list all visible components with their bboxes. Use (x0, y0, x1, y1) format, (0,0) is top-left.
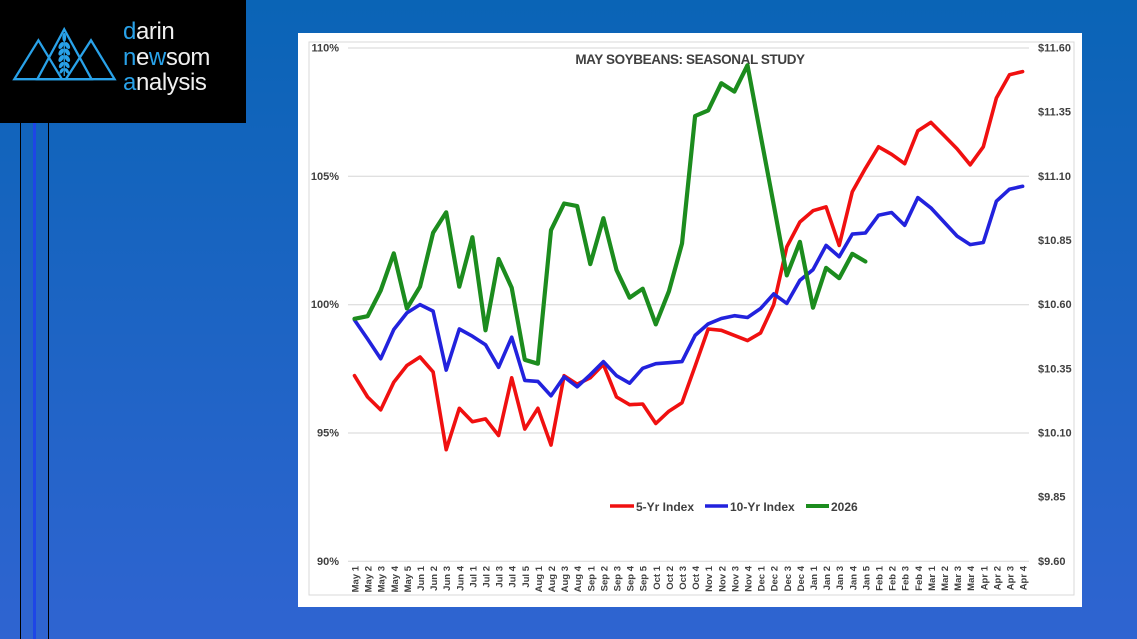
svg-text:$10.85: $10.85 (1038, 235, 1072, 247)
svg-text:May 4: May 4 (390, 565, 401, 592)
svg-text:Jun 1: Jun 1 (416, 565, 427, 591)
svg-text:Aug 1: Aug 1 (534, 565, 545, 592)
svg-text:May 2: May 2 (364, 566, 375, 592)
svg-text:105%: 105% (311, 171, 339, 183)
svg-text:Feb 2: Feb 2 (888, 566, 899, 591)
svg-text:$10.10: $10.10 (1038, 428, 1072, 440)
svg-text:Jun 3: Jun 3 (442, 566, 453, 591)
svg-text:Feb 1: Feb 1 (875, 565, 886, 591)
svg-text:Nov 3: Nov 3 (730, 566, 741, 592)
svg-text:Sep 4: Sep 4 (626, 565, 637, 591)
svg-text:Jul 2: Jul 2 (482, 566, 493, 588)
svg-text:MAY SOYBEANS: SEASONAL STUDY: MAY SOYBEANS: SEASONAL STUDY (575, 52, 805, 67)
svg-text:2026: 2026 (831, 500, 858, 514)
svg-text:Jan 2: Jan 2 (822, 566, 833, 590)
svg-text:Apr 4: Apr 4 (1019, 565, 1030, 590)
svg-text:$9.60: $9.60 (1038, 556, 1066, 568)
svg-text:Jan 1: Jan 1 (809, 565, 820, 590)
svg-text:May 1: May 1 (351, 565, 362, 592)
svg-text:$9.85: $9.85 (1038, 492, 1066, 504)
svg-text:Oct 2: Oct 2 (665, 566, 676, 590)
svg-text:Sep 1: Sep 1 (586, 565, 597, 591)
svg-text:Oct 3: Oct 3 (678, 566, 689, 590)
svg-text:Apr 1: Apr 1 (979, 565, 990, 590)
svg-text:$10.60: $10.60 (1038, 299, 1072, 311)
svg-text:$10.35: $10.35 (1038, 363, 1072, 375)
svg-text:Nov 4: Nov 4 (744, 565, 755, 592)
svg-text:Sep 2: Sep 2 (599, 566, 610, 591)
svg-text:Mar 1: Mar 1 (927, 565, 938, 591)
svg-text:$11.10: $11.10 (1038, 171, 1071, 183)
svg-text:Jul 5: Jul 5 (521, 565, 532, 587)
svg-text:110%: 110% (311, 43, 339, 55)
svg-text:10-Yr Index: 10-Yr Index (730, 500, 795, 514)
svg-text:Jan 5: Jan 5 (861, 565, 872, 590)
svg-text:Feb 3: Feb 3 (901, 566, 912, 591)
svg-text:Nov 1: Nov 1 (704, 565, 715, 592)
svg-text:Jul 4: Jul 4 (508, 565, 519, 587)
svg-text:Oct 4: Oct 4 (691, 565, 702, 589)
svg-text:Aug 4: Aug 4 (573, 565, 584, 592)
svg-text:$11.35: $11.35 (1038, 107, 1071, 119)
svg-text:5-Yr Index: 5-Yr Index (636, 500, 694, 514)
svg-text:Dec 1: Dec 1 (757, 565, 768, 591)
svg-text:100%: 100% (311, 299, 339, 311)
svg-text:Oct 1: Oct 1 (652, 565, 663, 589)
svg-text:Feb 4: Feb 4 (914, 565, 925, 591)
svg-text:Mar 4: Mar 4 (966, 565, 977, 591)
svg-text:90%: 90% (317, 556, 339, 568)
svg-text:Dec 2: Dec 2 (770, 566, 781, 591)
svg-text:Jan 4: Jan 4 (848, 565, 859, 590)
svg-text:Jul 1: Jul 1 (468, 565, 479, 587)
svg-text:Jul 3: Jul 3 (495, 566, 506, 588)
svg-text:Dec 3: Dec 3 (783, 566, 794, 591)
svg-text:Aug 2: Aug 2 (547, 566, 558, 592)
svg-text:Jun 2: Jun 2 (429, 566, 440, 591)
svg-text:Dec 4: Dec 4 (796, 565, 807, 591)
svg-text:$11.60: $11.60 (1038, 43, 1071, 55)
svg-text:95%: 95% (317, 428, 339, 440)
svg-text:Jun 4: Jun 4 (455, 565, 466, 591)
svg-text:Mar 2: Mar 2 (940, 566, 951, 591)
svg-text:Mar 3: Mar 3 (953, 566, 964, 591)
svg-text:May 3: May 3 (377, 566, 388, 592)
svg-text:Apr 3: Apr 3 (1006, 566, 1017, 590)
svg-text:Aug 3: Aug 3 (560, 566, 571, 592)
svg-text:May 5: May 5 (403, 565, 414, 592)
svg-text:Jan 3: Jan 3 (835, 566, 846, 590)
svg-text:Nov 2: Nov 2 (717, 566, 728, 592)
svg-text:Sep 5: Sep 5 (639, 565, 650, 591)
svg-text:Apr 2: Apr 2 (992, 566, 1003, 590)
svg-text:Sep 3: Sep 3 (613, 566, 624, 591)
